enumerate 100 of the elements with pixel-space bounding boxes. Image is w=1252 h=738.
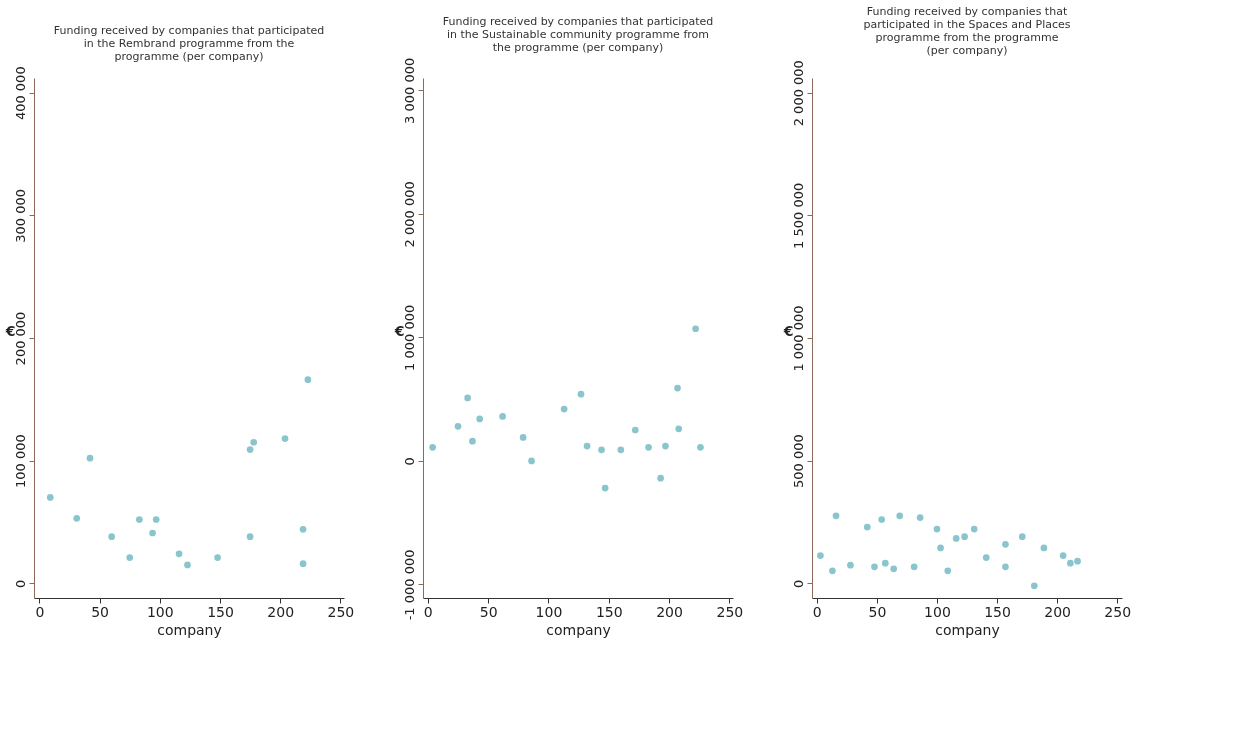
- x-tick-label: 150: [984, 603, 1011, 620]
- x-tick-label: 100: [924, 603, 951, 620]
- point: [829, 567, 836, 575]
- y-tick-label: 2 000 000: [790, 60, 806, 127]
- point: [692, 325, 699, 333]
- point: [299, 525, 307, 533]
- point: [454, 422, 462, 430]
- point: [1059, 552, 1067, 559]
- point: [1074, 557, 1081, 565]
- y-tick-label: 3 000 000: [401, 57, 417, 124]
- chart-title: Funding received by companies that participated in the Spaces and Places programme from the programme (per company): [863, 4, 1071, 57]
- point: [528, 457, 535, 465]
- y-tick-label: 0: [790, 579, 806, 588]
- point: [184, 561, 191, 569]
- point: [881, 559, 889, 567]
- point: [519, 434, 527, 441]
- point: [970, 525, 978, 533]
- y-tick-label: 500 000: [790, 434, 806, 489]
- x-tick-label: 100: [146, 603, 174, 620]
- point: [560, 405, 568, 413]
- point: [1066, 559, 1074, 567]
- point: [126, 554, 134, 561]
- point: [890, 565, 898, 573]
- x-tick-label: 250: [1104, 603, 1132, 620]
- x-tick-label: 50: [91, 603, 110, 620]
- x-tick-label: 0: [812, 603, 822, 620]
- point: [281, 435, 289, 442]
- x-tick-label: 100: [535, 603, 563, 620]
- point: [910, 563, 918, 571]
- y-tick-label: 400 000: [12, 66, 28, 121]
- chart-title: Funding received by companies that participated in the Rembrand programme from the programme (per company): [53, 23, 325, 63]
- y-tick-label: -1 000 000: [401, 549, 417, 621]
- point: [1018, 533, 1026, 541]
- point: [832, 512, 840, 520]
- point: [246, 533, 254, 541]
- chart-title: Funding received by companies that participated in the Sustainable community programme from the programme (per company): [442, 15, 714, 55]
- point: [46, 494, 54, 501]
- x-tick-label: 50: [479, 603, 498, 620]
- point: [598, 446, 605, 454]
- point: [937, 544, 944, 552]
- x-tick-label: 200: [267, 603, 295, 620]
- x-tick-label: 150: [207, 603, 234, 620]
- point: [149, 529, 156, 537]
- x-tick-label: 0: [423, 603, 433, 620]
- point: [617, 446, 625, 454]
- x-tick-label: 0: [35, 603, 45, 620]
- point: [250, 438, 258, 446]
- point: [135, 516, 143, 523]
- point: [476, 415, 484, 423]
- point: [657, 474, 664, 482]
- point: [1030, 582, 1038, 590]
- point: [662, 442, 669, 450]
- point: [896, 512, 904, 520]
- y-tick-label: 2 000 000: [401, 181, 417, 248]
- x-tick-label: 200: [656, 603, 683, 620]
- point: [469, 437, 476, 445]
- point: [73, 514, 81, 522]
- point: [871, 563, 878, 571]
- y-tick-label: 100 000: [12, 434, 28, 489]
- point: [577, 390, 585, 398]
- point: [1002, 540, 1009, 548]
- point: [933, 525, 941, 533]
- point: [304, 376, 312, 384]
- x-tick-label: 50: [868, 603, 887, 620]
- point: [863, 523, 871, 531]
- point: [961, 533, 968, 541]
- point: [108, 533, 115, 541]
- point: [697, 443, 704, 451]
- point: [674, 384, 681, 392]
- point: [1040, 544, 1048, 552]
- point: [429, 443, 436, 451]
- point: [847, 561, 854, 569]
- point: [878, 516, 886, 523]
- point: [952, 535, 960, 542]
- point: [246, 446, 254, 453]
- x-axis-title: company: [935, 621, 1000, 638]
- x-tick-label: 250: [716, 603, 744, 620]
- point: [631, 426, 639, 434]
- x-axis-title: company: [157, 621, 222, 638]
- point: [601, 484, 609, 492]
- point: [175, 550, 183, 558]
- point: [464, 394, 471, 402]
- point: [583, 442, 591, 450]
- point: [944, 567, 952, 575]
- point: [675, 425, 683, 433]
- y-tick-label: 1 500 000: [790, 182, 806, 249]
- point: [214, 554, 221, 561]
- point: [1002, 563, 1009, 571]
- point: [817, 552, 824, 559]
- y-tick-label: 0: [401, 457, 417, 466]
- point: [645, 443, 652, 451]
- y-tick-label: 300 000: [12, 188, 28, 243]
- y-tick-label: 0: [12, 579, 28, 588]
- point: [982, 554, 990, 561]
- x-tick-label: 250: [327, 603, 355, 620]
- x-tick-label: 150: [595, 603, 623, 620]
- point: [499, 413, 506, 420]
- point: [916, 514, 924, 521]
- point: [86, 454, 94, 462]
- point: [299, 560, 307, 568]
